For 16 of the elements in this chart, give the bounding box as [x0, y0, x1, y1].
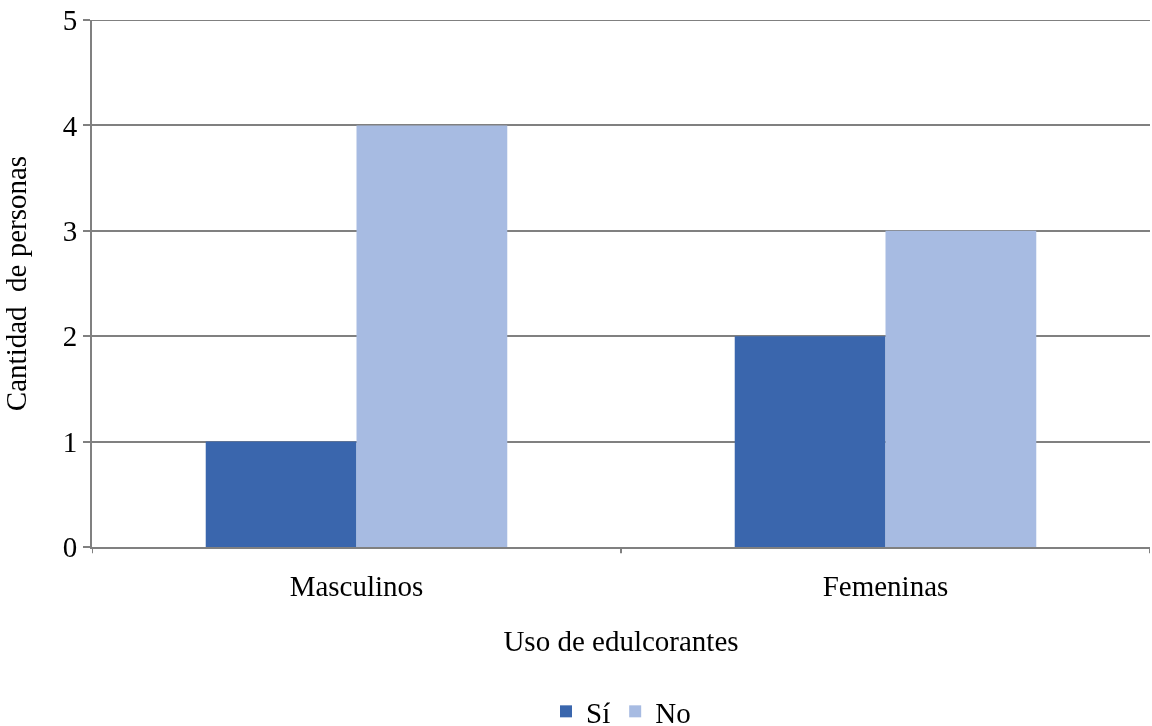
- y-axis-title: Cantidad de personas: [0, 155, 32, 412]
- bar: [205, 441, 357, 547]
- y-tick-label: 3: [62, 214, 78, 247]
- x-tick-label: Femeninas: [822, 569, 949, 602]
- y-tick-label: 2: [62, 320, 78, 353]
- bar: [734, 336, 886, 547]
- y-tick-label: 5: [62, 4, 78, 37]
- y-tick-label: 1: [62, 425, 78, 458]
- legend-label: No: [655, 696, 691, 726]
- legend-label: Sí: [586, 696, 611, 726]
- bar: [885, 230, 1037, 547]
- y-tick-label: 4: [62, 109, 78, 142]
- bar: [356, 125, 508, 547]
- y-tick-label: 0: [62, 531, 78, 564]
- x-axis-title: Uso de edulcorantes: [503, 625, 739, 658]
- x-tick-label: Masculinos: [289, 569, 424, 602]
